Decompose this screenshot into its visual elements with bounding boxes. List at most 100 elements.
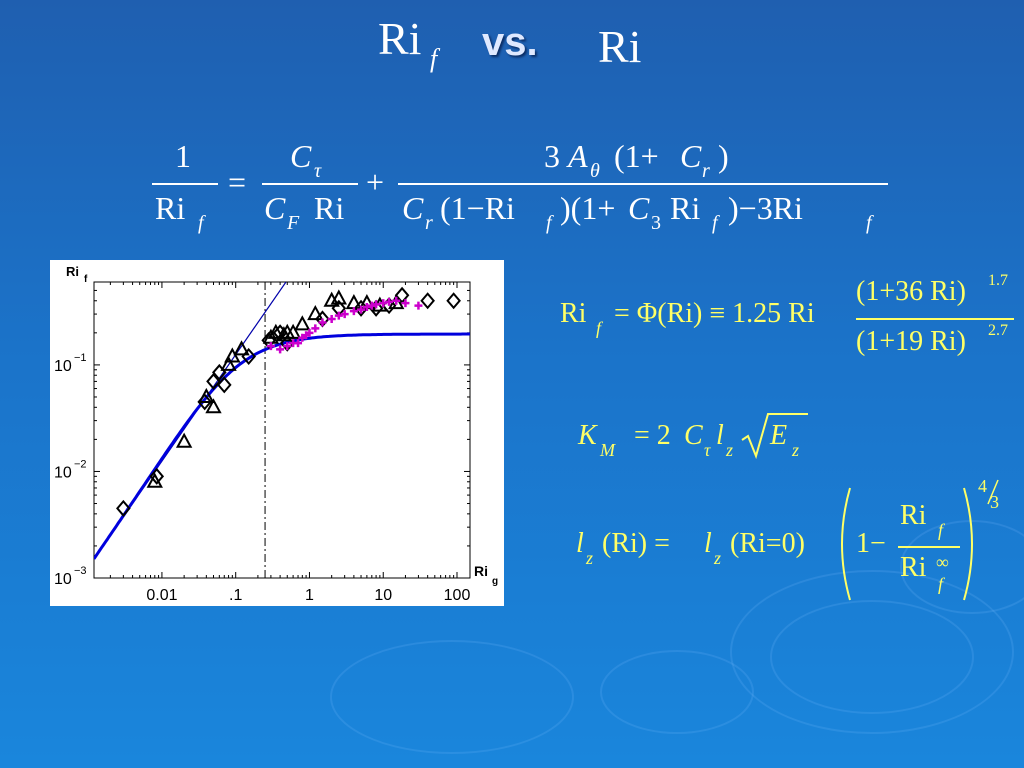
triangle-marker bbox=[220, 355, 237, 371]
diamond-marker bbox=[149, 467, 165, 485]
eq-term2-num-a-sub: θ bbox=[590, 160, 600, 182]
plus-marker bbox=[340, 310, 349, 319]
x-tick-label: 100 bbox=[444, 587, 471, 604]
eq-equals: = bbox=[228, 164, 247, 200]
main-equation: 1 Ri f = C τ C F Ri + 3 A θ (1+ C r ) C … bbox=[0, 0, 1024, 260]
km-equation: K M = 2 C τ l z E z bbox=[578, 413, 808, 460]
plus-marker bbox=[327, 314, 336, 323]
rif-vs-rig-chart: 0.01.1 1 10 100 10 −1 10 −2 10 −3 Ri f Ri g bbox=[50, 260, 504, 606]
lz-exp-denominator: 3 bbox=[990, 492, 999, 512]
eq-term2-den-c3: C bbox=[628, 190, 650, 226]
phi-relation: = Φ(Ri) ≡ 1.25 Ri bbox=[614, 298, 815, 329]
triangle-marker bbox=[267, 323, 285, 339]
eq-term1-fraction-bar bbox=[262, 183, 358, 185]
km-eq: = 2 bbox=[634, 420, 671, 451]
plus-marker bbox=[367, 301, 376, 310]
eq-plus: + bbox=[366, 164, 385, 200]
eq-term2-den-part2: )(1+ bbox=[560, 190, 616, 226]
km-l-sub: z bbox=[726, 440, 734, 460]
eq-term2-den-part3-sub: f bbox=[866, 212, 872, 234]
eq-term1-numerator: C bbox=[290, 138, 312, 174]
lz-frac-denominator: Ri bbox=[900, 552, 927, 583]
x-tick-label: 1 bbox=[305, 587, 314, 604]
eq-term2-fraction-bar bbox=[398, 183, 888, 185]
phi-lhs-sub: f bbox=[596, 318, 602, 338]
plus-marker bbox=[385, 297, 394, 306]
y-axis-label: Ri bbox=[66, 264, 79, 279]
triangle-marker bbox=[175, 432, 193, 448]
eq-term1-numerator-sub: τ bbox=[314, 160, 322, 182]
plus-marker bbox=[349, 307, 358, 316]
ripple-decoration bbox=[330, 640, 574, 754]
ripple-decoration bbox=[730, 570, 1014, 734]
plus-marker bbox=[392, 296, 401, 305]
plus-marker bbox=[334, 311, 343, 320]
big-parentheses bbox=[841, 487, 973, 601]
triangle-marker bbox=[146, 472, 163, 488]
plus-marker bbox=[372, 300, 381, 309]
title-ri: Ri bbox=[598, 21, 642, 72]
y-tick-label: 10 bbox=[54, 571, 72, 588]
km-l: l bbox=[716, 420, 724, 451]
lz-lhs-l-sub: z bbox=[586, 548, 594, 568]
triangle-marker bbox=[307, 304, 324, 321]
eq-term2-num-close: ) bbox=[718, 138, 729, 174]
eq-term1-den-ri: Ri bbox=[314, 190, 345, 226]
x-tick-label: 10 bbox=[374, 587, 392, 604]
eq-term2-num-c-sub: r bbox=[702, 160, 710, 182]
plot-area bbox=[94, 282, 470, 578]
eq-term2-den-ri: Ri bbox=[670, 190, 701, 226]
lz-one-minus: 1− bbox=[856, 528, 886, 559]
plus-marker bbox=[266, 342, 275, 351]
lz-exp-slash bbox=[987, 479, 999, 505]
eq-term1-den-c-sub: F bbox=[287, 212, 300, 234]
triangle-marker bbox=[345, 294, 363, 310]
plus-marker bbox=[311, 324, 320, 333]
ripple-decoration bbox=[600, 650, 754, 734]
title-ri-f-subscript: f bbox=[430, 44, 438, 73]
triangle-marker bbox=[284, 323, 302, 339]
eq-left-fraction-bar bbox=[152, 183, 218, 185]
y-tick-label: 10 bbox=[54, 464, 72, 481]
triangle-marker bbox=[233, 340, 250, 356]
diamond-marker bbox=[420, 292, 435, 310]
plus-marker bbox=[318, 318, 327, 327]
lz-lhs-l: l bbox=[576, 528, 584, 559]
title-vs: vs. bbox=[482, 20, 538, 64]
triangle-marker bbox=[205, 398, 222, 414]
triangle-marker bbox=[224, 347, 241, 363]
diamond-marker bbox=[216, 376, 232, 394]
eq-term2-den-c3-sub: 3 bbox=[651, 212, 661, 234]
triangle-marker bbox=[294, 315, 311, 331]
eq-term1-den-c: C bbox=[264, 190, 286, 226]
triangle-marker bbox=[275, 326, 293, 342]
plus-marker bbox=[401, 299, 410, 308]
phi-denominator-exp: 2.7 bbox=[988, 322, 1008, 339]
diamond-marker bbox=[446, 292, 461, 310]
lz-frac-numerator: Ri bbox=[900, 500, 927, 531]
x-axis-label-sub: g bbox=[492, 576, 498, 587]
triangle-marker bbox=[330, 289, 348, 305]
lz-frac-denominator-sup: ∞ bbox=[936, 552, 949, 572]
eq-left-denominator: Ri bbox=[155, 190, 186, 226]
plus-marker bbox=[283, 342, 292, 351]
phi-lhs: Ri bbox=[560, 298, 587, 329]
y-axis-label-sub: f bbox=[84, 274, 88, 285]
km-e-sub: z bbox=[792, 440, 800, 460]
y-tick-label: 10 bbox=[54, 358, 72, 375]
lz-equation: l z (Ri) = l z (Ri=0) 1− Ri f Ri f ∞ 4 3 bbox=[576, 476, 999, 601]
x-tick-label: .1 bbox=[229, 587, 242, 604]
km-c-sub: τ bbox=[704, 440, 711, 460]
y-tick-label-exponent: −1 bbox=[74, 352, 87, 364]
km-k: K bbox=[578, 420, 597, 451]
x-axis-label: Ri bbox=[474, 563, 488, 579]
lz-rhs-l-sub: z bbox=[714, 548, 722, 568]
plus-marker bbox=[362, 302, 371, 311]
phi-fit-curve bbox=[94, 332, 470, 560]
lz-fraction-bar bbox=[898, 546, 960, 548]
phi-numerator-exp: 1.7 bbox=[988, 272, 1008, 289]
plus-marker bbox=[305, 328, 314, 337]
title-ri-f: Ri bbox=[378, 13, 422, 64]
eq-term2-den-part1-sub: f bbox=[546, 212, 552, 234]
